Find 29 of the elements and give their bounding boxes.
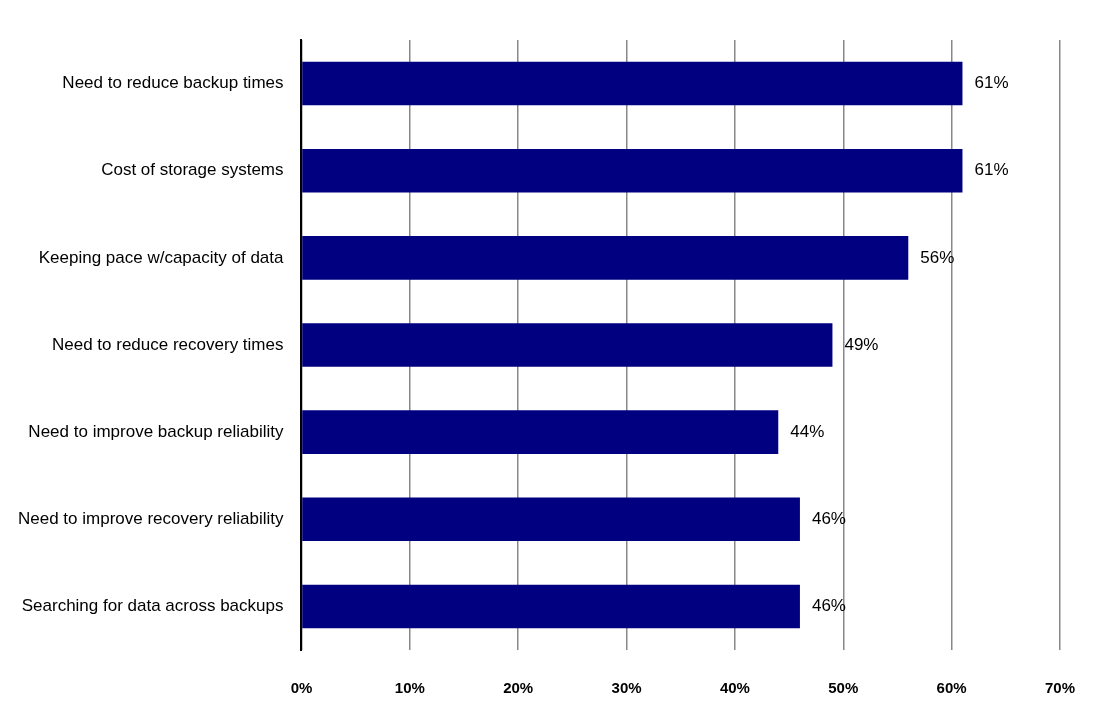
x-tick-label: 30%	[611, 679, 642, 697]
x-tick-label: 40%	[719, 679, 750, 697]
bar	[302, 61, 963, 106]
bar	[302, 148, 963, 193]
x-tick-label: 20%	[503, 679, 534, 697]
bar	[302, 584, 800, 629]
y-tick-label: Searching for data across backups	[21, 596, 284, 616]
y-tick-label: Need to reduce backup times	[62, 73, 284, 93]
bar	[302, 236, 909, 280]
x-tick-label: 10%	[394, 679, 425, 697]
bar	[302, 410, 779, 454]
x-tick-label: 50%	[828, 679, 859, 697]
x-tick-label: 0%	[290, 679, 313, 697]
data-label: 56%	[920, 247, 955, 267]
x-tick-label: 70%	[1044, 679, 1075, 697]
data-label: 44%	[790, 421, 825, 441]
y-tick-label: Need to improve backup reliability	[28, 421, 284, 441]
y-tick-label: Cost of storage systems	[101, 160, 284, 180]
data-label: 61%	[974, 160, 1009, 180]
bar	[302, 323, 833, 367]
y-tick-label: Need to improve recovery reliability	[17, 508, 284, 528]
x-tick-label: 60%	[936, 679, 967, 697]
bar	[302, 497, 800, 542]
y-tick-label: Keeping pace w/capacity of data	[38, 247, 285, 267]
data-label: 61%	[974, 73, 1009, 93]
y-tick-label: Need to reduce recovery times	[51, 334, 284, 354]
data-label: 46%	[811, 596, 846, 616]
data-label: 46%	[811, 508, 846, 528]
data-label: 49%	[844, 334, 879, 354]
